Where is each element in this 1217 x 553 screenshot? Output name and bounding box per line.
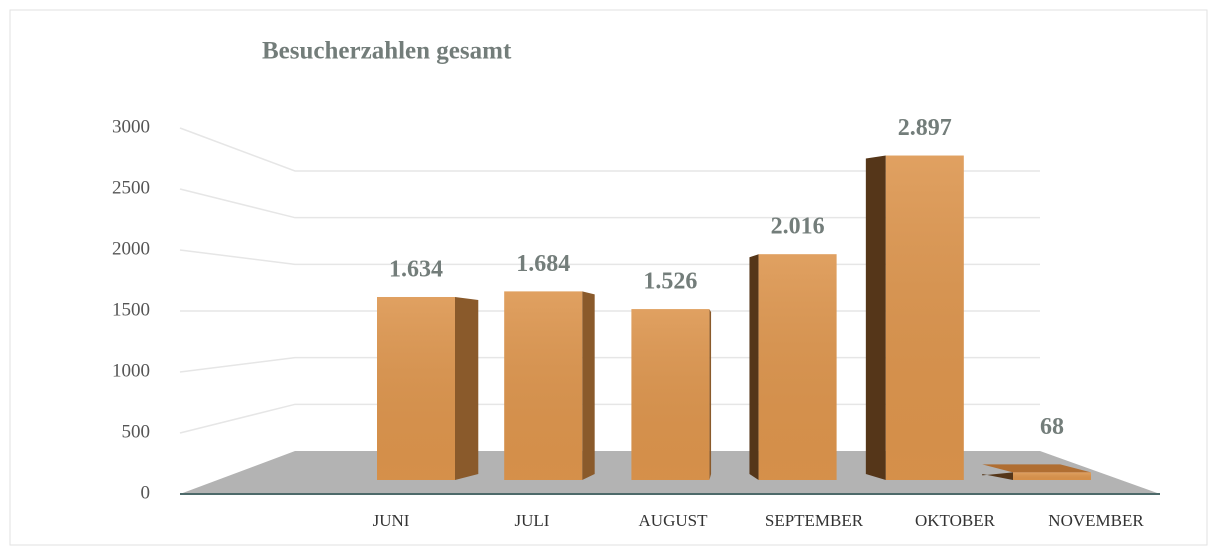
bar-shade bbox=[631, 309, 710, 480]
x-tick-label: SEPTEMBER bbox=[765, 511, 864, 530]
x-tick-label: OKTOBER bbox=[915, 511, 996, 530]
bar-side bbox=[982, 472, 1013, 480]
bar-side bbox=[749, 254, 759, 480]
value-label: 1.526 bbox=[643, 269, 697, 295]
bar-shade bbox=[504, 291, 583, 480]
x-tick-label: AUGUST bbox=[639, 511, 709, 530]
y-tick-label: 1500 bbox=[112, 299, 150, 320]
bar-shade bbox=[758, 254, 837, 480]
grid-line bbox=[179, 127, 1040, 172]
bar-side bbox=[865, 155, 886, 480]
value-label: 68 bbox=[1040, 414, 1064, 440]
x-tick-label: JULI bbox=[515, 511, 550, 530]
y-tick-label: 0 bbox=[141, 482, 151, 503]
bar-side bbox=[582, 291, 595, 480]
bar-shade bbox=[377, 296, 455, 480]
bar-top bbox=[982, 464, 1091, 473]
y-tick-label: 3000 bbox=[112, 116, 150, 137]
bar-side bbox=[455, 296, 479, 480]
chart-title: Besucherzahlen gesamt bbox=[262, 38, 512, 65]
value-label: 2.897 bbox=[898, 115, 952, 141]
grid-line bbox=[179, 188, 1040, 219]
value-label: 1.634 bbox=[389, 256, 443, 282]
y-tick-label: 500 bbox=[122, 421, 151, 442]
value-label: 1.684 bbox=[516, 251, 570, 277]
y-tick-label: 2500 bbox=[112, 177, 150, 198]
x-tick-label: NOVEMBER bbox=[1048, 511, 1144, 530]
bar-side bbox=[709, 309, 712, 480]
y-tick-label: 1000 bbox=[112, 360, 150, 381]
y-tick-label: 2000 bbox=[112, 238, 150, 259]
value-label: 2.016 bbox=[771, 214, 825, 240]
bar-shade bbox=[885, 155, 964, 480]
bar-shade bbox=[1013, 472, 1091, 480]
x-tick-label: JUNI bbox=[373, 511, 410, 530]
